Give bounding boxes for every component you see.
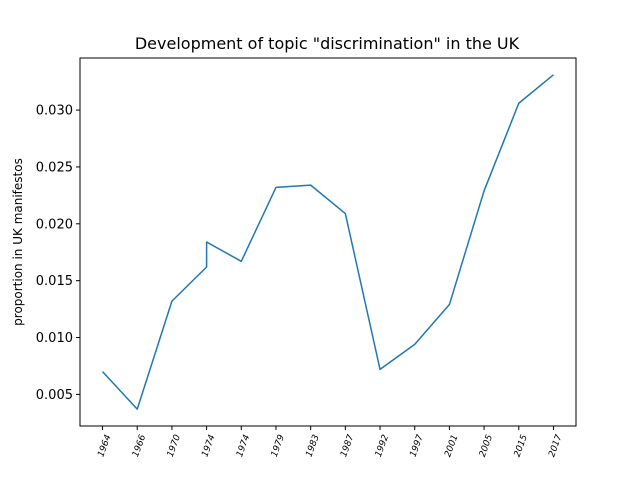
series-line — [101, 74, 554, 410]
y-tick-label: 0.020 — [36, 217, 73, 232]
x-tick-label: 1997 — [409, 433, 426, 458]
x-tick-label: 2001 — [443, 434, 460, 459]
y-tick-label: 0.025 — [36, 160, 73, 175]
x-tick-label: 1964 — [96, 433, 113, 458]
y-tick-label: 0.015 — [36, 274, 73, 289]
x-tick-label: 1974 — [200, 433, 217, 458]
plot-area: 0.005 0.010 0.015 0.020 0.025 0.030 1964 1966 19… — [36, 74, 565, 459]
axes-frame — [79, 57, 577, 427]
x-tick-label: 1992 — [374, 433, 391, 458]
x-tick-label: 1970 — [166, 433, 183, 458]
x-tick-label: 2005 — [478, 433, 495, 458]
y-axis-label: proportion in UK manifestos — [11, 158, 25, 326]
y-tick-label: 0.010 — [36, 331, 73, 346]
x-tick-label: 1966 — [131, 433, 148, 458]
y-tick-label: 0.005 — [36, 388, 73, 403]
y-tick-label: 0.030 — [36, 104, 73, 119]
x-tick-label: 1979 — [270, 433, 287, 458]
x-tick-label: 2017 — [547, 433, 564, 458]
x-tick-label: 2015 — [513, 433, 530, 458]
x-tick-label: 1974 — [235, 433, 252, 458]
x-tick-label: 1987 — [339, 433, 356, 458]
x-tick-label: 1983 — [305, 433, 322, 458]
chart-title: Development of topic "discrimination" in… — [135, 34, 520, 53]
